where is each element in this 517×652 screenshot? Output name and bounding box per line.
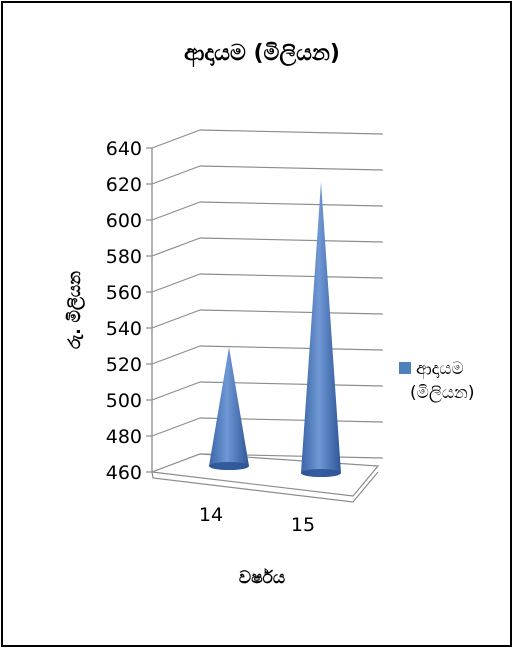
y-tick-label: 540 xyxy=(106,318,142,340)
gridline xyxy=(199,201,384,207)
bars xyxy=(209,182,341,477)
chart-title: ආදායම (මිලියන) xyxy=(184,41,340,67)
floor-edge xyxy=(151,471,379,503)
gridline xyxy=(199,345,384,351)
legend-label: ආදායම (මිලියන) xyxy=(410,359,475,403)
gridline xyxy=(199,309,384,315)
x-axis-title: වර්ෂය xyxy=(239,568,285,588)
gridline-depth xyxy=(151,345,201,365)
y-axis-title: රු. මිලියන xyxy=(65,271,86,349)
y-tick-label: 560 xyxy=(106,282,142,304)
y-tick-label: 580 xyxy=(106,246,142,268)
chart-frame xyxy=(1,1,512,647)
gridline-depth xyxy=(151,273,201,293)
bar-cone xyxy=(209,347,249,470)
chart-floor xyxy=(151,453,380,503)
gridline xyxy=(199,237,384,243)
y-tick-label: 620 xyxy=(106,174,142,196)
gridline-depth xyxy=(151,165,201,185)
gridlines xyxy=(146,129,384,473)
legend: ආදායම (මිලියන) xyxy=(399,359,475,403)
bar-cone-base xyxy=(301,469,341,477)
y-tick-label: 480 xyxy=(106,426,142,448)
gridline-depth xyxy=(151,129,201,149)
gridline-depth xyxy=(151,237,201,257)
bar-cone-body xyxy=(209,347,249,470)
gridline-depth xyxy=(151,201,201,221)
gridline-depth xyxy=(151,417,201,437)
floor-top xyxy=(151,453,380,497)
bar-cone-body xyxy=(301,182,341,477)
gridline-depth xyxy=(151,309,201,329)
y-tick-labels: 460 480 500 520 540 560 580 600 620 640 xyxy=(106,138,142,484)
bar-cone-base xyxy=(209,462,249,470)
y-tick-label: 600 xyxy=(106,210,142,232)
x-tick-labels: 14 15 xyxy=(199,504,315,536)
gridline xyxy=(199,165,384,171)
plot-area: 460 480 500 520 540 560 580 600 620 640 14 15 xyxy=(106,129,384,536)
y-tick-label: 640 xyxy=(106,138,142,160)
gridline xyxy=(199,273,384,279)
y-tick-label: 460 xyxy=(106,462,142,484)
y-tick-label: 500 xyxy=(106,390,142,412)
gridline xyxy=(199,129,384,135)
bar-cone xyxy=(301,182,341,477)
legend-swatch xyxy=(399,362,411,374)
x-tick-label: 14 xyxy=(199,504,223,526)
gridline-depth xyxy=(151,381,201,401)
y-tick-label: 520 xyxy=(106,354,142,376)
x-tick-label: 15 xyxy=(291,514,315,536)
